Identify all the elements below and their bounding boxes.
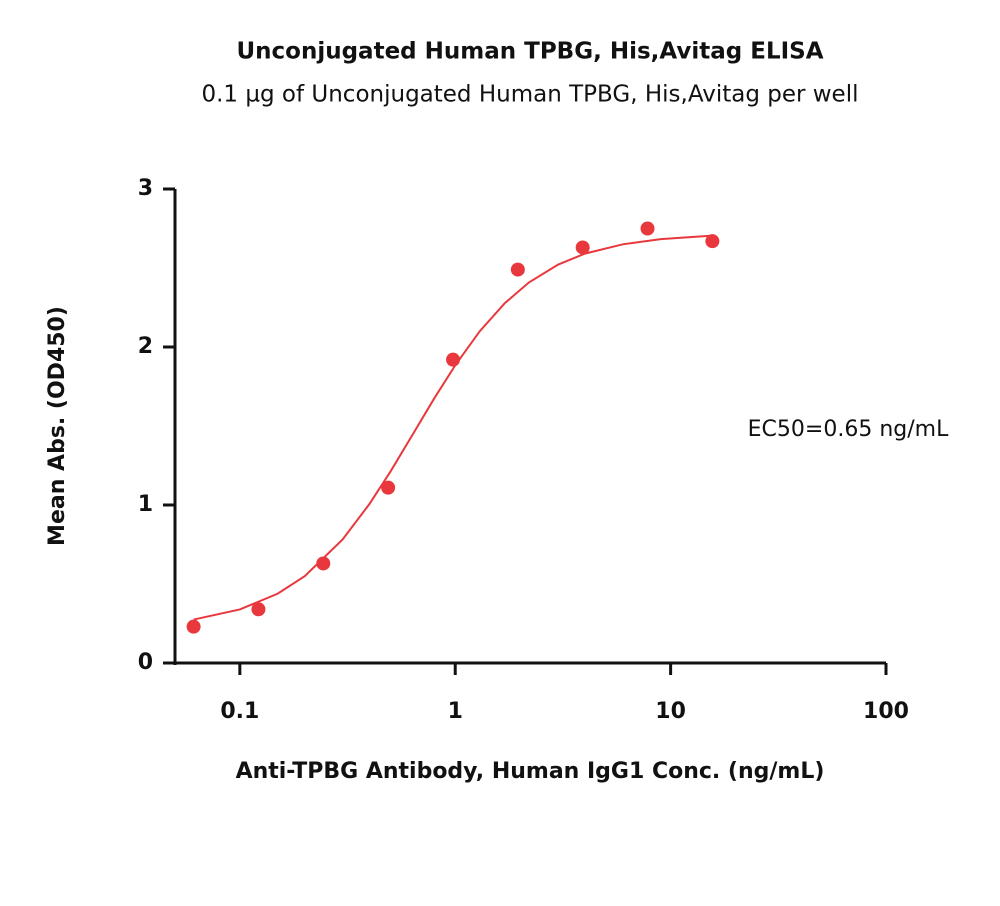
y-tick-label: 0 <box>138 650 153 675</box>
x-axis-label: Anti-TPBG Antibody, Human IgG1 Conc. (ng… <box>236 759 825 784</box>
data-point <box>186 619 201 634</box>
ec50-annotation: EC50=0.65 ng/mL <box>748 417 949 442</box>
chart-subtitle: 0.1 µg of Unconjugated Human TPBG, His,A… <box>201 82 858 108</box>
y-tick-label: 1 <box>138 492 153 517</box>
data-point <box>510 262 525 277</box>
y-tick-label: 2 <box>138 334 153 359</box>
chart-title: Unconjugated Human TPBG, His,Avitag ELIS… <box>236 39 823 65</box>
y-tick-label: 3 <box>138 176 153 201</box>
data-point <box>381 480 396 495</box>
x-tick-label: 10 <box>655 699 686 724</box>
y-axis-label: Mean Abs. (OD450) <box>45 306 70 546</box>
x-tick-label: 100 <box>863 699 909 724</box>
data-point <box>251 602 266 617</box>
data-point <box>640 221 655 236</box>
x-tick-label: 0.1 <box>220 699 259 724</box>
fit-curve <box>193 234 713 621</box>
data-point <box>316 556 331 571</box>
data-point <box>705 234 720 249</box>
data-point <box>575 240 590 255</box>
x-tick-label: 1 <box>448 699 463 724</box>
data-point <box>446 352 461 367</box>
